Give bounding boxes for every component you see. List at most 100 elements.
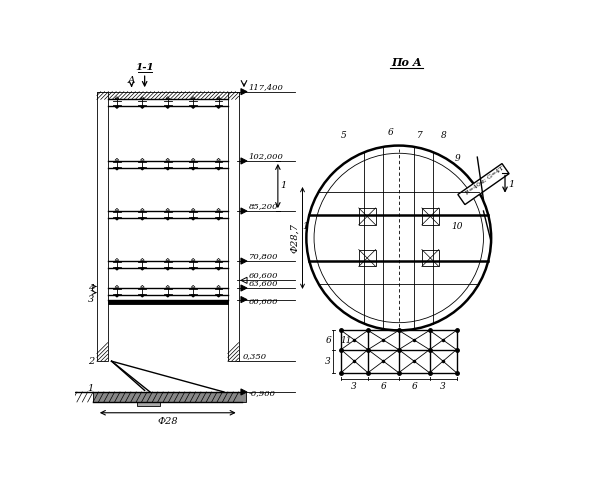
Polygon shape <box>115 168 119 170</box>
Polygon shape <box>241 277 247 284</box>
Text: 85,200: 85,200 <box>249 202 278 210</box>
Text: 8: 8 <box>440 131 446 140</box>
Polygon shape <box>166 218 170 220</box>
Bar <box>359 249 376 266</box>
Polygon shape <box>191 158 195 160</box>
Text: 3: 3 <box>351 382 357 391</box>
Text: 60,600: 60,600 <box>249 271 278 280</box>
Text: 6: 6 <box>325 336 331 345</box>
Polygon shape <box>166 158 170 160</box>
Text: 7: 7 <box>417 131 423 140</box>
Polygon shape <box>241 285 247 291</box>
Polygon shape <box>217 285 220 287</box>
Bar <box>422 208 439 225</box>
Text: 2: 2 <box>87 357 94 366</box>
Text: 0,350: 0,350 <box>243 352 267 361</box>
Text: 3: 3 <box>87 295 94 304</box>
Polygon shape <box>141 258 144 260</box>
Polygon shape <box>141 285 144 287</box>
Polygon shape <box>241 258 247 264</box>
Bar <box>97 92 239 100</box>
Bar <box>93 392 246 402</box>
Polygon shape <box>115 268 119 270</box>
Polygon shape <box>115 106 119 108</box>
Circle shape <box>306 145 491 330</box>
Text: Ф28: Ф28 <box>157 417 178 426</box>
Polygon shape <box>141 168 144 170</box>
Polygon shape <box>241 389 247 395</box>
Text: 63,600: 63,600 <box>249 279 278 287</box>
Polygon shape <box>141 295 144 297</box>
Polygon shape <box>166 258 170 260</box>
Polygon shape <box>191 168 195 170</box>
Text: 6: 6 <box>381 382 387 391</box>
Polygon shape <box>141 268 144 270</box>
Bar <box>422 249 439 266</box>
Polygon shape <box>115 258 119 260</box>
Bar <box>458 163 509 204</box>
Text: 117,400: 117,400 <box>249 83 284 91</box>
Text: По А: По А <box>391 57 422 68</box>
Text: Ф28,7: Ф28,7 <box>290 223 298 253</box>
Polygon shape <box>191 268 195 270</box>
Polygon shape <box>217 295 220 297</box>
Text: 1: 1 <box>280 182 287 190</box>
Polygon shape <box>217 97 220 99</box>
Text: 102,000: 102,000 <box>249 152 284 160</box>
Polygon shape <box>115 158 119 160</box>
Bar <box>228 92 239 361</box>
Polygon shape <box>191 285 195 287</box>
Polygon shape <box>115 285 119 287</box>
Polygon shape <box>191 295 195 297</box>
Polygon shape <box>115 218 119 220</box>
Text: 1-1: 1-1 <box>135 62 154 72</box>
Text: 1: 1 <box>508 180 514 188</box>
Polygon shape <box>191 258 195 260</box>
Polygon shape <box>217 208 220 210</box>
Text: 6: 6 <box>388 128 394 137</box>
Text: 70,800: 70,800 <box>249 252 278 260</box>
Polygon shape <box>217 268 220 270</box>
Polygon shape <box>166 268 170 270</box>
Text: R=40м; G=4Т: R=40м; G=4Т <box>465 165 505 195</box>
Polygon shape <box>141 208 144 210</box>
Polygon shape <box>191 106 195 108</box>
Polygon shape <box>166 97 170 99</box>
Circle shape <box>314 153 483 323</box>
Polygon shape <box>115 97 119 99</box>
Polygon shape <box>217 106 220 108</box>
Polygon shape <box>141 106 144 108</box>
Text: -0,900: -0,900 <box>249 389 275 397</box>
Polygon shape <box>241 89 247 95</box>
Text: 9: 9 <box>454 154 460 163</box>
Text: 1: 1 <box>87 384 94 393</box>
Polygon shape <box>141 218 144 220</box>
Bar <box>97 92 108 361</box>
Polygon shape <box>166 295 170 297</box>
Polygon shape <box>217 158 220 160</box>
Bar <box>108 300 228 304</box>
Text: 10: 10 <box>452 222 463 231</box>
Polygon shape <box>217 168 220 170</box>
Text: 11: 11 <box>340 336 352 345</box>
Polygon shape <box>217 258 220 260</box>
Text: 4: 4 <box>87 284 94 292</box>
Bar <box>359 208 376 225</box>
Polygon shape <box>141 158 144 160</box>
Text: A: A <box>128 76 135 85</box>
Text: 3: 3 <box>325 357 331 366</box>
Polygon shape <box>241 208 247 214</box>
Polygon shape <box>166 285 170 287</box>
Polygon shape <box>141 97 144 99</box>
Text: 6: 6 <box>411 382 417 391</box>
Text: 1: 1 <box>302 222 308 231</box>
Text: 3: 3 <box>440 382 446 391</box>
Polygon shape <box>191 218 195 220</box>
Polygon shape <box>191 97 195 99</box>
Polygon shape <box>166 168 170 170</box>
Polygon shape <box>217 218 220 220</box>
Polygon shape <box>241 158 247 164</box>
Polygon shape <box>115 208 119 210</box>
Polygon shape <box>115 295 119 297</box>
Polygon shape <box>191 208 195 210</box>
